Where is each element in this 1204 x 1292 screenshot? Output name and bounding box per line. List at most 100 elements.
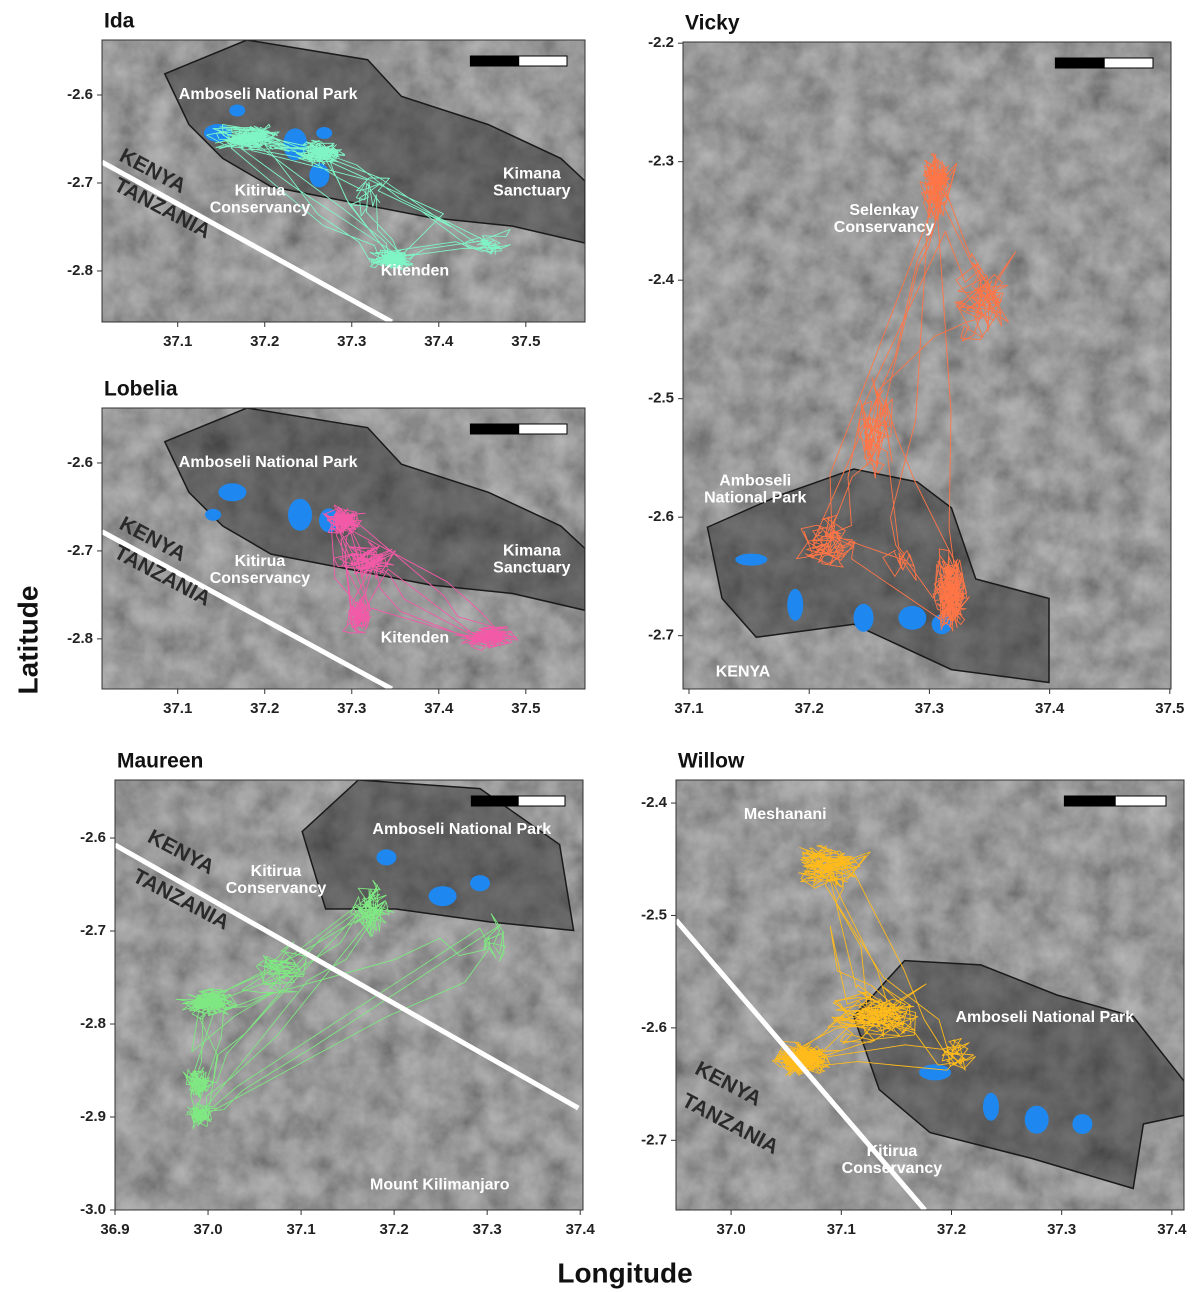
scale-bar-black [470, 424, 518, 434]
place-label: Sanctuary [493, 183, 570, 200]
x-tick-label: 37.3 [473, 1221, 502, 1238]
place-label: Kimana [503, 542, 561, 559]
place-label: Kimana [503, 166, 561, 183]
place-label: Kitirua [867, 1143, 918, 1160]
y-tick-label: -2.6 [80, 829, 106, 846]
y-tick-label: -2.5 [641, 906, 667, 923]
map-panel: Amboseli National Park KitiruaConservancy… [67, 10, 585, 350]
y-tick-label: -2.2 [648, 34, 674, 51]
y-tick-label: -2.7 [67, 174, 93, 191]
swamp [735, 554, 767, 566]
x-tick-label: 36.9 [100, 1221, 129, 1238]
scale-bar-white [519, 424, 567, 434]
place-label: Amboseli National Park [179, 86, 358, 103]
panel-title: Maureen [117, 750, 203, 773]
place-label: Conservancy [226, 880, 327, 897]
x-tick-label: 37.4 [424, 333, 454, 350]
scale-bar-black [1055, 58, 1104, 68]
swamp [376, 849, 396, 865]
y-tick-label: -2.7 [80, 922, 106, 939]
swamp [429, 886, 457, 906]
swamp [898, 606, 926, 630]
place-label: Amboseli National Park [179, 454, 358, 471]
y-tick-label: -2.4 [648, 271, 675, 288]
panel-title: Lobelia [104, 378, 178, 401]
swamp [316, 127, 332, 139]
y-tick-label: -2.3 [648, 153, 674, 170]
y-tick-label: -2.9 [80, 1108, 106, 1125]
x-tick-label: 37.4 [566, 1221, 596, 1238]
x-tick-label: 37.4 [424, 700, 454, 717]
x-tick-label: 37.1 [163, 333, 192, 350]
place-label: Kitenden [381, 630, 449, 647]
x-tick-label: 37.1 [674, 700, 703, 717]
x-tick-label: 37.2 [250, 700, 279, 717]
swamp [470, 875, 490, 891]
y-tick-label: -2.7 [67, 542, 93, 559]
place-label: Sanctuary [493, 559, 570, 576]
place-label: Kitirua [235, 183, 286, 200]
swamp [919, 1064, 951, 1080]
scale-bar-black [1064, 796, 1115, 806]
place-label: Amboseli National Park [955, 1009, 1134, 1026]
place-label: Kitirua [251, 863, 302, 880]
x-tick-label: 37.5 [1155, 700, 1184, 717]
swamp [983, 1093, 999, 1121]
panel-title: Willow [678, 750, 745, 773]
place-label: KENYA [716, 663, 771, 680]
scale-bar-white [518, 796, 565, 806]
x-tick-label: 37.4 [1157, 1221, 1187, 1238]
x-tick-label: 37.5 [511, 700, 540, 717]
y-tick-label: -2.5 [648, 390, 674, 407]
x-tick-label: 37.2 [250, 333, 279, 350]
place-label: Kitenden [381, 262, 449, 279]
map-panel: Amboseli National Park KitiruaConservancy… [67, 378, 585, 717]
y-tick-label: -2.6 [67, 454, 93, 471]
map-body [683, 42, 1171, 689]
place-label: Kitirua [235, 553, 286, 570]
y-tick-label: -2.4 [641, 794, 668, 811]
place-label: Conservancy [834, 219, 935, 236]
x-tick-label: 37.3 [1047, 1221, 1076, 1238]
scale-bar-black [471, 796, 518, 806]
x-tick-label: 37.0 [716, 1221, 745, 1238]
x-tick-label: 37.1 [286, 1221, 315, 1238]
figure: Latitude Longitude Amboseli National Par… [0, 0, 1204, 1292]
x-tick-label: 37.1 [163, 700, 192, 717]
y-tick-label: -3.0 [80, 1201, 106, 1218]
scale-bar-white [519, 56, 567, 66]
swamp [205, 509, 221, 521]
place-label: Meshanani [744, 806, 827, 823]
x-tick-label: 37.3 [337, 700, 366, 717]
x-tick-label: 37.2 [937, 1221, 966, 1238]
y-tick-label: -2.7 [648, 627, 674, 644]
place-label: Mount Kilimanjaro [370, 1176, 510, 1193]
x-tick-label: 37.3 [337, 333, 366, 350]
x-axis-label: Longitude [557, 1257, 692, 1288]
x-tick-label: 37.0 [193, 1221, 222, 1238]
swamp [309, 163, 329, 187]
swamp [218, 483, 246, 501]
place-label: Conservancy [210, 200, 311, 217]
y-tick-label: -2.8 [67, 262, 93, 279]
swamp [229, 105, 245, 117]
y-tick-label: -2.8 [67, 630, 93, 647]
x-tick-label: 37.1 [827, 1221, 856, 1238]
y-tick-label: -2.8 [80, 1015, 106, 1032]
scale-bar-white [1104, 58, 1153, 68]
swamp [1072, 1114, 1092, 1134]
swamp [787, 589, 803, 621]
y-tick-label: -2.6 [641, 1019, 667, 1036]
y-tick-label: -2.6 [648, 508, 674, 525]
place-label: Conservancy [210, 570, 311, 587]
place-label: Amboseli National Park [372, 821, 551, 838]
x-tick-label: 37.4 [1035, 700, 1065, 717]
place-label: Selenkay [849, 202, 918, 219]
swamp [288, 499, 312, 531]
map-panel: Amboseli National Park KitiruaConservancy… [80, 750, 595, 1238]
place-label: National Park [704, 489, 806, 506]
place-label: Amboseli [719, 472, 791, 489]
panel-title: Vicky [685, 12, 740, 35]
